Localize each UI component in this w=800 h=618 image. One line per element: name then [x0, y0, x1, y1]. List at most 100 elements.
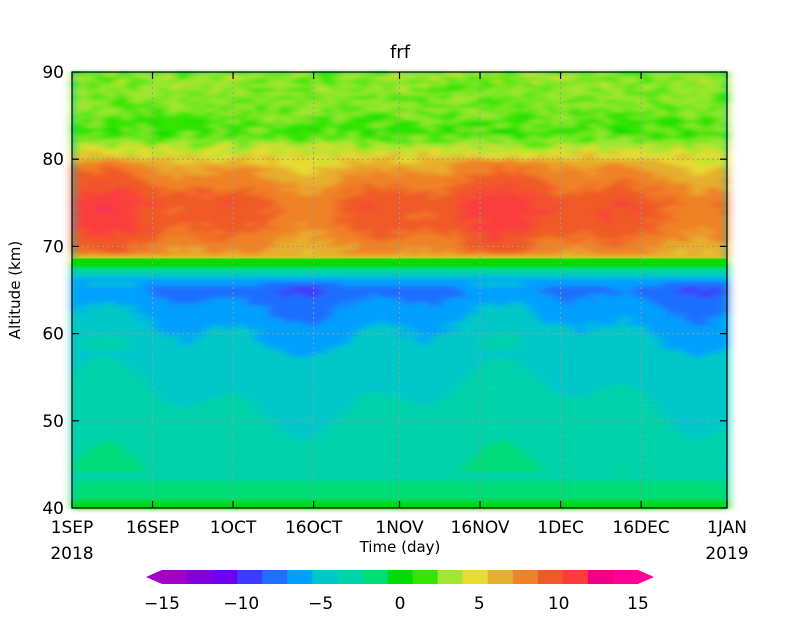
field-cell: [348, 123, 358, 129]
field-cell: [326, 139, 336, 145]
field-cell: [79, 341, 88, 347]
field-cell: [108, 230, 117, 236]
field-cell: [203, 412, 212, 419]
field-cell: [130, 190, 139, 197]
field-cell: [108, 182, 117, 189]
field-cell: [363, 246, 372, 252]
field-cell: [224, 83, 234, 90]
field-cell: [203, 190, 212, 197]
field-cell: [363, 448, 372, 454]
field-cell: [181, 400, 190, 407]
field-cell: [122, 452, 132, 458]
field-cell: [319, 171, 328, 177]
field-cell: [246, 143, 256, 149]
field-cell: [355, 99, 365, 105]
field-cell: [115, 416, 125, 422]
field-cell: [348, 194, 358, 201]
field-cell: [363, 274, 372, 280]
field-cell: [86, 202, 96, 208]
field-cell: [370, 131, 379, 137]
field-cell: [152, 500, 161, 506]
field-cell: [370, 226, 379, 232]
field-cell: [297, 222, 307, 228]
field-cell: [319, 222, 328, 228]
field-cell: [210, 179, 219, 185]
field-cell: [130, 476, 139, 482]
field-cell: [166, 131, 176, 137]
field-cell: [268, 436, 277, 442]
field-cell: [290, 278, 299, 284]
field-cell: [115, 420, 125, 426]
field-cell: [86, 123, 96, 129]
field-cell: [334, 416, 343, 422]
field-cell: [115, 159, 125, 165]
field-cell: [232, 214, 241, 220]
field-cell: [72, 242, 81, 248]
field-cell: [312, 167, 321, 173]
field-cell: [392, 147, 401, 153]
field-cell: [188, 488, 197, 494]
field-cell: [348, 91, 358, 97]
field-cell: [246, 254, 256, 260]
field-cell: [181, 297, 190, 304]
field-cell: [108, 278, 117, 284]
field-cell: [384, 436, 394, 442]
field-cell: [304, 464, 314, 470]
field-cell: [72, 385, 81, 391]
field-cell: [334, 290, 343, 296]
field-cell: [224, 393, 234, 399]
field-cell: [93, 452, 103, 458]
field-cell: [377, 107, 387, 113]
field-cell: [79, 472, 88, 478]
field-cell: [101, 416, 110, 422]
field-cell: [108, 317, 117, 323]
field-cell: [217, 83, 227, 90]
field-cell: [173, 476, 183, 482]
field-cell: [217, 353, 227, 359]
field-cell: [195, 274, 205, 280]
field-cell: [166, 428, 176, 434]
field-cell: [392, 198, 401, 204]
field-cell: [224, 305, 234, 312]
field-cell: [79, 301, 88, 308]
field-cell: [253, 317, 263, 323]
field-cell: [181, 448, 190, 454]
field-cell: [144, 87, 154, 94]
field-cell: [312, 87, 321, 94]
field-cell: [101, 147, 110, 153]
field-cell: [312, 274, 321, 280]
field-cell: [312, 222, 321, 228]
field-cell: [399, 143, 408, 149]
field-cell: [152, 341, 161, 347]
field-cell: [363, 317, 372, 323]
field-cell: [348, 428, 358, 434]
field-cell: [137, 282, 146, 288]
field-cell: [334, 194, 343, 201]
field-cell: [93, 305, 103, 312]
field-cell: [79, 456, 88, 462]
field-cell: [115, 412, 125, 419]
field-cell: [224, 357, 234, 363]
field-cell: [326, 341, 336, 347]
field-cell: [384, 274, 394, 280]
field-cell: [290, 171, 299, 177]
field-cell: [348, 325, 358, 331]
field-cell: [348, 246, 358, 252]
field-cell: [319, 313, 328, 319]
field-cell: [210, 163, 219, 169]
field-cell: [181, 107, 190, 113]
field-cell: [217, 377, 227, 383]
field-cell: [239, 337, 248, 343]
field-cell: [297, 472, 307, 478]
field-cell: [152, 345, 161, 351]
field-cell: [79, 91, 88, 97]
field-cell: [115, 270, 125, 276]
field-cell: [173, 361, 183, 367]
field-cell: [312, 464, 321, 470]
field-cell: [224, 333, 234, 339]
field-cell: [159, 357, 168, 363]
field-cell: [122, 282, 132, 288]
field-cell: [392, 460, 401, 466]
field-cell: [290, 452, 299, 458]
field-cell: [93, 397, 103, 403]
